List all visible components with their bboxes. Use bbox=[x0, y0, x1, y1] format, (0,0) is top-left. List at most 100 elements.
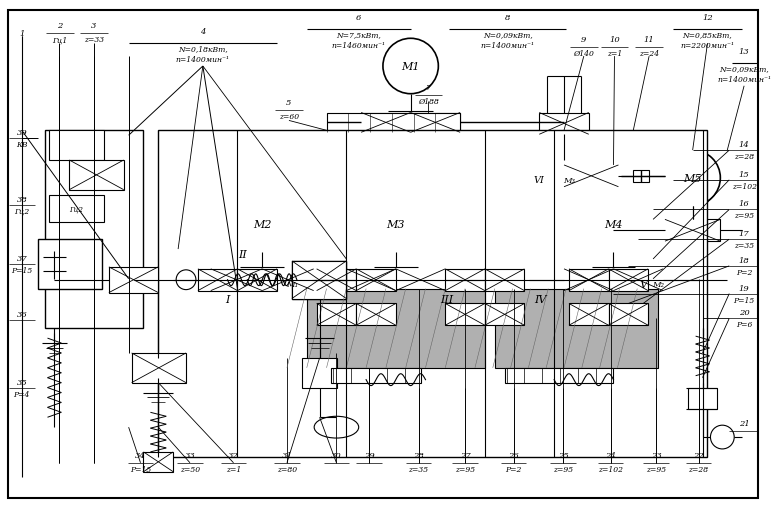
Text: IV: IV bbox=[534, 294, 546, 304]
Text: III: III bbox=[440, 294, 454, 304]
Bar bbox=[317, 269, 356, 291]
Bar bbox=[445, 304, 485, 326]
Text: 13: 13 bbox=[738, 48, 749, 56]
Bar bbox=[132, 353, 186, 383]
Bar bbox=[411, 114, 460, 133]
Text: 17: 17 bbox=[738, 230, 749, 238]
Text: 32: 32 bbox=[228, 451, 239, 459]
Text: 22: 22 bbox=[694, 451, 704, 459]
Text: Гц2: Гц2 bbox=[14, 207, 29, 215]
Circle shape bbox=[383, 39, 438, 95]
Text: 38: 38 bbox=[16, 195, 27, 203]
Bar bbox=[159, 131, 707, 457]
Text: 18: 18 bbox=[738, 257, 749, 264]
Text: Ø140: Ø140 bbox=[574, 50, 594, 58]
Text: M4: M4 bbox=[604, 220, 623, 230]
Text: 21: 21 bbox=[738, 419, 749, 428]
Bar bbox=[302, 358, 337, 388]
Text: 16: 16 bbox=[738, 200, 749, 208]
Text: 36: 36 bbox=[16, 310, 27, 319]
Circle shape bbox=[368, 197, 423, 252]
Text: N=0,85кВт,: N=0,85кВт, bbox=[683, 32, 732, 39]
Text: I: I bbox=[225, 294, 230, 304]
Text: N=7,5кВт,: N=7,5кВт, bbox=[336, 32, 381, 39]
Text: z=80: z=80 bbox=[277, 465, 297, 473]
Bar bbox=[665, 220, 721, 242]
Bar bbox=[211, 269, 262, 291]
Text: 10: 10 bbox=[609, 36, 620, 44]
Text: 28: 28 bbox=[413, 451, 424, 459]
Text: z=1: z=1 bbox=[607, 50, 622, 58]
Text: КВ: КВ bbox=[16, 141, 28, 149]
Text: M₂: M₂ bbox=[652, 280, 664, 288]
Text: 26: 26 bbox=[509, 451, 519, 459]
Ellipse shape bbox=[314, 416, 358, 438]
Text: n=2200мин⁻¹: n=2200мин⁻¹ bbox=[680, 42, 735, 50]
Text: 2: 2 bbox=[57, 22, 62, 31]
Circle shape bbox=[235, 197, 290, 252]
Bar bbox=[327, 114, 460, 133]
Text: Гц1: Гц1 bbox=[52, 36, 67, 44]
Text: P=2: P=2 bbox=[736, 268, 752, 276]
Text: 37: 37 bbox=[16, 254, 27, 263]
Bar bbox=[633, 171, 649, 182]
Bar bbox=[608, 304, 648, 326]
Text: 14: 14 bbox=[738, 141, 749, 149]
Text: 9: 9 bbox=[581, 36, 587, 44]
Bar bbox=[361, 114, 411, 133]
Text: N=0,09кВт,: N=0,09кВт, bbox=[483, 32, 533, 39]
Bar bbox=[109, 267, 159, 293]
Text: M1: M1 bbox=[402, 62, 420, 72]
Text: z=28: z=28 bbox=[734, 153, 754, 161]
Bar bbox=[45, 131, 143, 329]
Bar bbox=[564, 269, 614, 291]
Bar bbox=[505, 368, 614, 383]
Text: z=35: z=35 bbox=[734, 242, 754, 249]
Bar bbox=[69, 161, 124, 190]
Text: M₁: M₁ bbox=[286, 280, 298, 288]
Circle shape bbox=[176, 270, 196, 290]
Text: 35: 35 bbox=[16, 378, 27, 386]
Text: 23: 23 bbox=[651, 451, 662, 459]
Text: 31: 31 bbox=[282, 451, 293, 459]
Bar bbox=[569, 269, 608, 291]
Text: n=1400мин⁻¹: n=1400мин⁻¹ bbox=[176, 56, 230, 64]
Text: Гц2: Гц2 bbox=[69, 205, 83, 213]
Bar bbox=[331, 368, 420, 383]
Text: Ø188: Ø188 bbox=[418, 98, 439, 105]
Text: z=1: z=1 bbox=[226, 465, 241, 473]
Text: 33: 33 bbox=[185, 451, 195, 459]
Bar bbox=[564, 165, 618, 187]
Text: 1: 1 bbox=[19, 30, 25, 38]
Text: n=1460мин⁻¹: n=1460мин⁻¹ bbox=[331, 42, 385, 50]
Text: 5: 5 bbox=[286, 98, 292, 106]
Text: P=4: P=4 bbox=[14, 390, 30, 398]
Text: M3: M3 bbox=[386, 220, 405, 230]
Bar bbox=[292, 262, 346, 299]
Bar bbox=[346, 269, 396, 291]
Circle shape bbox=[711, 426, 735, 449]
Text: 30: 30 bbox=[331, 451, 342, 459]
Text: N=0,09кВт,: N=0,09кВт, bbox=[719, 65, 769, 73]
Text: z=24: z=24 bbox=[639, 50, 659, 58]
Text: z=95: z=95 bbox=[646, 465, 666, 473]
Bar bbox=[198, 269, 238, 291]
Text: II: II bbox=[238, 249, 247, 260]
Bar bbox=[485, 269, 525, 291]
Bar bbox=[614, 269, 663, 291]
Circle shape bbox=[586, 197, 641, 252]
Bar bbox=[50, 131, 104, 161]
Text: 6: 6 bbox=[355, 14, 361, 22]
Text: P=6: P=6 bbox=[736, 321, 752, 329]
Bar bbox=[495, 289, 658, 368]
Text: 7: 7 bbox=[426, 83, 431, 92]
Text: P=15: P=15 bbox=[130, 465, 151, 473]
Text: 15: 15 bbox=[738, 171, 749, 179]
Text: M5: M5 bbox=[683, 174, 702, 183]
Text: 12: 12 bbox=[702, 14, 713, 22]
Text: 19: 19 bbox=[738, 284, 749, 292]
Text: V: V bbox=[639, 279, 647, 289]
Bar bbox=[539, 114, 589, 135]
Bar bbox=[50, 195, 104, 223]
Text: 4: 4 bbox=[200, 29, 206, 36]
